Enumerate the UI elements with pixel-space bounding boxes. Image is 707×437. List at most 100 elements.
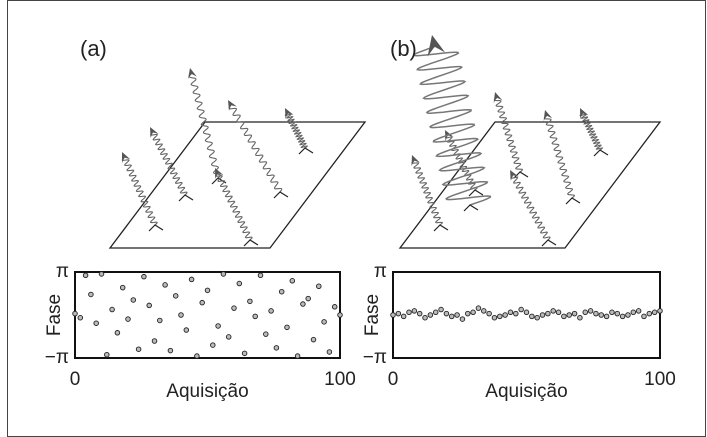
- point: [157, 317, 163, 324]
- photon-wave: [411, 160, 443, 226]
- point: [146, 302, 152, 309]
- point: [438, 306, 444, 313]
- point: [77, 314, 84, 321]
- photon-wave: [150, 131, 188, 196]
- point: [550, 308, 556, 314]
- point: [204, 287, 211, 294]
- point: [411, 308, 418, 314]
- point: [104, 351, 110, 358]
- point: [630, 309, 637, 316]
- point: [167, 347, 174, 354]
- point: [625, 312, 631, 318]
- point: [331, 304, 338, 310]
- point: [497, 313, 503, 320]
- point: [130, 297, 137, 303]
- frame: [7, 0, 706, 437]
- point: [513, 310, 519, 317]
- point: [300, 301, 306, 307]
- point: [247, 298, 253, 305]
- point: [215, 323, 221, 329]
- point: [289, 278, 296, 284]
- point: [486, 310, 492, 317]
- y-tick-label: −π: [363, 347, 387, 368]
- point: [416, 310, 423, 317]
- photon-wave: [543, 115, 576, 199]
- point: [236, 280, 243, 287]
- arrow-head: [543, 110, 553, 121]
- arrow-head: [427, 35, 446, 57]
- point: [183, 327, 190, 333]
- plot-frame: [74, 271, 341, 359]
- tail: [433, 224, 449, 232]
- y-axis-label: Fase: [362, 294, 383, 336]
- photon-wave: [215, 173, 253, 241]
- plane: [108, 121, 367, 249]
- y-tick-label: −π: [45, 347, 69, 368]
- photon-wave: [121, 157, 158, 226]
- point: [448, 313, 455, 320]
- tail: [298, 147, 314, 155]
- point: [619, 313, 626, 320]
- photon-wave: [445, 134, 478, 191]
- x-axis-label: Aquisição: [166, 381, 248, 402]
- photon-wave: [510, 174, 551, 241]
- point: [316, 283, 322, 290]
- point: [241, 350, 248, 357]
- x-tick-label: 100: [324, 369, 356, 390]
- point: [529, 313, 535, 320]
- point: [284, 324, 290, 331]
- panel-label: (b): [390, 36, 417, 61]
- tail: [541, 239, 557, 247]
- x-tick-label: 0: [388, 369, 399, 390]
- point: [263, 331, 269, 337]
- photon-wave: [413, 45, 492, 206]
- point: [502, 312, 508, 318]
- arrow-head: [150, 127, 159, 138]
- point: [178, 312, 184, 318]
- point: [470, 309, 476, 316]
- point: [98, 271, 105, 277]
- tail: [243, 239, 259, 247]
- point: [268, 308, 274, 314]
- point: [657, 308, 663, 314]
- point: [257, 272, 264, 279]
- x-tick-label: 100: [644, 369, 676, 390]
- point: [481, 308, 487, 314]
- photon-wave: [579, 112, 604, 151]
- tail: [468, 189, 484, 197]
- point: [88, 291, 94, 298]
- point: [188, 276, 195, 283]
- arrow-head: [188, 68, 197, 79]
- point: [507, 309, 514, 316]
- point: [151, 338, 158, 344]
- point: [273, 345, 280, 351]
- point: [135, 346, 142, 352]
- arrow-head: [122, 152, 131, 163]
- point: [454, 312, 460, 318]
- point: [593, 310, 599, 317]
- tail: [565, 197, 581, 205]
- point: [406, 309, 412, 316]
- point: [566, 312, 572, 318]
- point: [310, 336, 317, 343]
- plane: [398, 121, 662, 249]
- point: [518, 306, 524, 313]
- point: [93, 320, 99, 326]
- point: [395, 310, 402, 317]
- point: [321, 319, 327, 325]
- panel-label: (a): [80, 36, 107, 61]
- arrow-head: [228, 100, 237, 111]
- point: [555, 309, 562, 316]
- point: [390, 312, 396, 318]
- point: [72, 310, 78, 317]
- point: [534, 314, 540, 321]
- arrow-head: [510, 170, 519, 181]
- point: [400, 313, 407, 320]
- point: [465, 310, 471, 317]
- arrow-head: [285, 108, 294, 119]
- x-axis-label: Aquisição: [485, 381, 567, 402]
- arrow-head: [411, 155, 420, 166]
- point: [609, 309, 615, 316]
- point: [199, 299, 205, 306]
- x-tick-label: 0: [70, 369, 81, 390]
